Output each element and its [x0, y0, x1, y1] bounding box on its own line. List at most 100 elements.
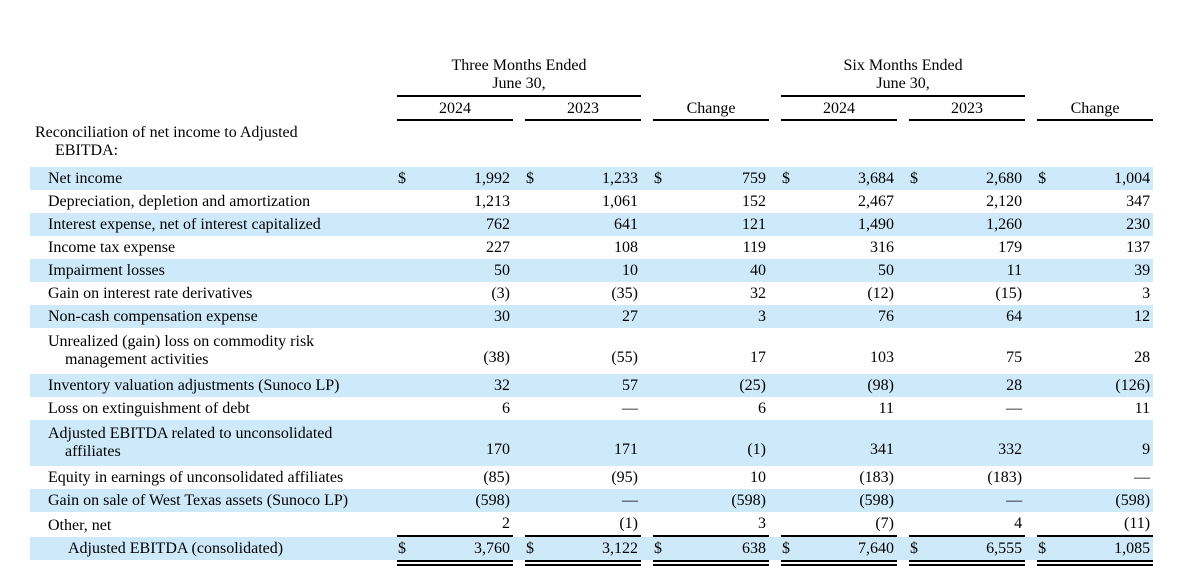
currency-cell — [781, 328, 803, 374]
currency-cell — [781, 374, 803, 397]
currency-cell — [653, 466, 675, 489]
currency-cell: $ — [397, 537, 419, 560]
value-cell: 3 — [675, 305, 769, 328]
currency-cell — [525, 397, 547, 420]
row-label-line1: Gain on interest rate derivatives — [48, 285, 253, 302]
column-gap — [641, 489, 653, 512]
column-gap — [769, 259, 781, 282]
group-title-line2: June 30, — [492, 75, 546, 92]
column-gap — [385, 213, 397, 236]
currency-cell — [1037, 282, 1059, 305]
currency-cell — [1037, 420, 1060, 466]
value-cell: 76 — [803, 305, 897, 328]
column-header-2024-ytd: 2024 — [781, 97, 897, 121]
table-row: Inventory valuation adjustments (Sunoco … — [30, 374, 1154, 397]
row-label-line1: Loss on extinguishment of debt — [48, 400, 250, 417]
column-gap — [1025, 190, 1037, 213]
value-cell: 332 — [931, 420, 1026, 466]
section-heading-line1: Reconciliation of net income to Adjusted — [35, 124, 298, 141]
value-cell: 50 — [419, 259, 513, 282]
double-rule — [525, 560, 547, 570]
column-gap — [513, 537, 525, 560]
column-gap — [897, 397, 909, 420]
currency-cell — [781, 213, 803, 236]
double-rule — [675, 560, 769, 570]
row-label-line1: Inventory valuation adjustments (Sunoco … — [48, 377, 340, 394]
currency-cell — [909, 305, 931, 328]
column-header-change-ytd: Change — [1037, 97, 1154, 121]
value-cell: 75 — [1006, 349, 1023, 366]
column-gap — [897, 560, 909, 570]
value-cell: (11) — [1059, 512, 1154, 537]
value-cell: 3 — [1142, 285, 1151, 302]
column-gap — [897, 420, 909, 466]
value-cell: 1,085 — [1059, 537, 1154, 560]
column-gap — [641, 328, 653, 374]
table-row: Adjusted EBITDA related to unconsolidate… — [30, 420, 1154, 466]
currency-cell — [1037, 305, 1060, 328]
total-row: Adjusted EBITDA (consolidated) $3,760 $3,1… — [30, 537, 1154, 560]
currency-cell — [781, 236, 803, 259]
column-gap — [897, 190, 909, 213]
column-gap — [1025, 213, 1038, 236]
value-cell: 7,640 — [803, 537, 897, 560]
double-rule — [909, 560, 931, 570]
value-cell: 1,004 — [1059, 167, 1154, 190]
column-gap — [769, 97, 781, 121]
column-gap — [513, 305, 525, 328]
column-gap — [769, 328, 781, 374]
currency-cell — [397, 259, 419, 282]
currency-cell — [781, 397, 803, 420]
double-rule — [653, 560, 675, 570]
value-cell: (98) — [803, 374, 897, 397]
column-gap — [641, 57, 653, 97]
row-label: Depreciation, depletion and amortization — [30, 190, 385, 213]
row-label-line1: Adjusted EBITDA (consolidated) — [68, 540, 284, 557]
currency-cell — [909, 420, 931, 466]
section-heading: Reconciliation of net income to Adjusted… — [30, 121, 1153, 167]
column-gap — [769, 560, 781, 570]
column-gap — [385, 466, 397, 489]
value-cell: — — [622, 400, 638, 417]
column-gap — [385, 560, 397, 570]
currency-cell — [525, 282, 547, 305]
double-rule — [803, 560, 897, 570]
table-row: Gain on sale of West Texas assets (Sunoc… — [30, 489, 1154, 512]
value-cell: 103 — [870, 349, 894, 366]
row-label: Adjusted EBITDA related to unconsolidate… — [30, 420, 385, 466]
column-gap — [385, 97, 397, 121]
value-cell: 12 — [1059, 305, 1154, 328]
currency-cell — [653, 397, 675, 420]
column-gap — [385, 489, 397, 512]
group-header-three-months: Three Months Ended June 30, — [397, 57, 641, 97]
currency-cell — [909, 374, 931, 397]
column-gap — [513, 236, 525, 259]
value-cell: (183) — [859, 469, 894, 486]
row-label-line2: affiliates — [65, 443, 121, 460]
currency-cell — [525, 259, 547, 282]
column-gap — [641, 259, 653, 282]
table-row: Other, net 2 (1) 3 (7) 4 (11) — [30, 512, 1154, 537]
column-gap — [513, 489, 525, 512]
currency-cell — [909, 397, 931, 420]
group-title-line2: June 30, — [876, 75, 930, 92]
currency-cell: $ — [397, 167, 419, 190]
value-cell: 1,233 — [547, 167, 641, 190]
column-gap — [385, 512, 397, 537]
value-cell: 28 — [1134, 349, 1151, 366]
row-label-line1: Interest expense, net of interest capita… — [48, 216, 321, 233]
column-gap — [385, 236, 397, 259]
double-rule — [931, 560, 1026, 570]
value-cell: 1,992 — [419, 167, 513, 190]
column-gap — [769, 190, 781, 213]
value-cell: (15) — [995, 285, 1023, 302]
column-gap — [769, 374, 781, 397]
currency-cell — [653, 374, 675, 397]
row-label: Unrealized (gain) loss on commodity risk… — [30, 328, 385, 374]
currency-cell — [525, 420, 547, 466]
value-cell: 28 — [931, 374, 1026, 397]
column-gap — [385, 397, 397, 420]
column-gap — [897, 213, 909, 236]
value-cell: 641 — [547, 213, 641, 236]
column-gap — [897, 489, 909, 512]
